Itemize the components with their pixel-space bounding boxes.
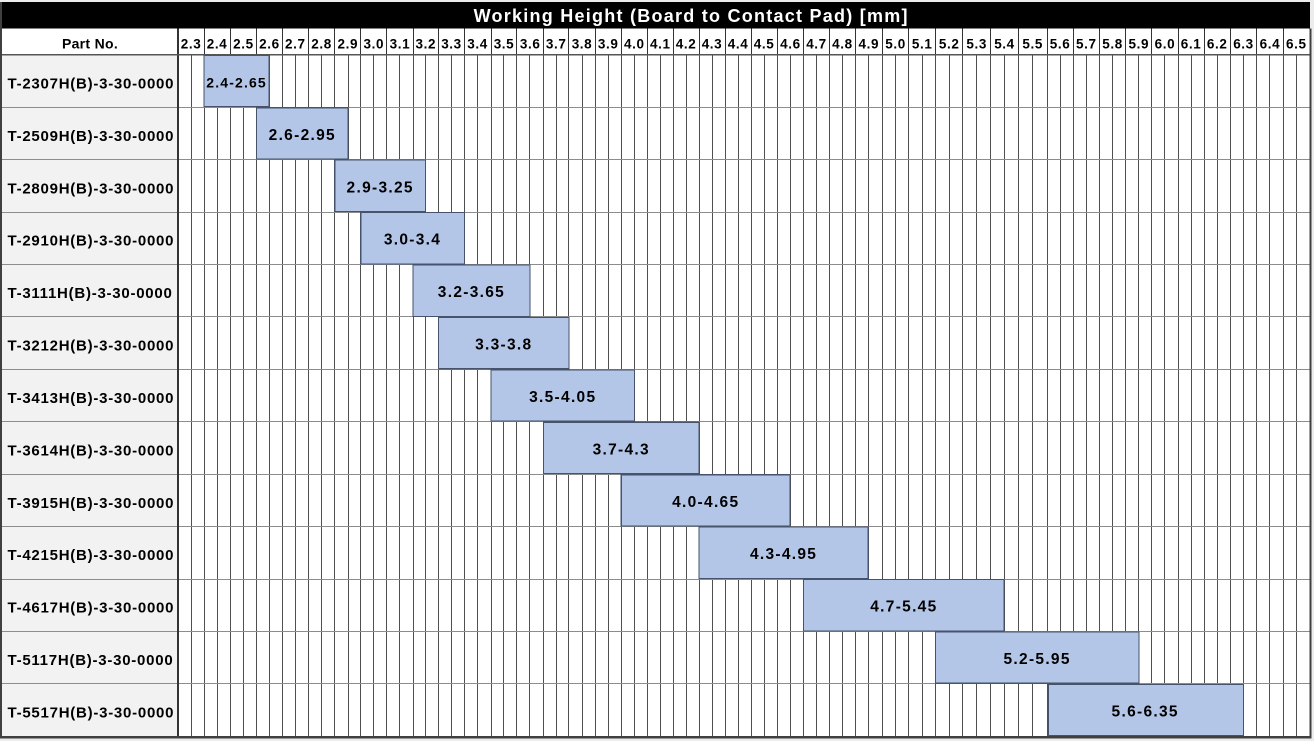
svg-text:2.3: 2.3: [181, 37, 202, 52]
svg-text:5.4: 5.4: [994, 37, 1015, 52]
svg-text:6.4: 6.4: [1260, 37, 1281, 52]
svg-text:2.4-2.65: 2.4-2.65: [206, 74, 267, 90]
svg-text:3.6: 3.6: [520, 37, 541, 52]
svg-text:6.1: 6.1: [1181, 37, 1202, 52]
svg-text:4.8: 4.8: [832, 37, 853, 52]
svg-text:2.8: 2.8: [311, 37, 332, 52]
svg-text:4.7: 4.7: [806, 37, 827, 52]
svg-text:6.0: 6.0: [1155, 37, 1176, 52]
svg-text:4.6: 4.6: [780, 37, 801, 52]
svg-text:4.2: 4.2: [676, 37, 697, 52]
svg-text:3.2: 3.2: [416, 37, 437, 52]
svg-text:4.7-5.45: 4.7-5.45: [870, 599, 937, 616]
svg-text:T-3413H(B)-3-30-0000: T-3413H(B)-3-30-0000: [8, 390, 175, 407]
svg-text:3.9: 3.9: [598, 37, 619, 52]
svg-text:4.0-4.65: 4.0-4.65: [672, 494, 739, 511]
svg-text:3.5-4.05: 3.5-4.05: [529, 389, 596, 406]
svg-text:2.4: 2.4: [207, 37, 228, 52]
svg-text:T-5117H(B)-3-30-0000: T-5117H(B)-3-30-0000: [8, 652, 174, 669]
svg-text:2.6: 2.6: [259, 37, 280, 52]
svg-text:5.2-5.95: 5.2-5.95: [1004, 651, 1071, 668]
svg-text:3.4: 3.4: [467, 37, 488, 52]
svg-text:3.7-4.3: 3.7-4.3: [593, 441, 650, 458]
svg-text:Working Height (Board to Conta: Working Height (Board to Contact Pad) [m…: [474, 6, 909, 26]
svg-text:2.5: 2.5: [233, 37, 254, 52]
svg-text:T-2809H(B)-3-30-0000: T-2809H(B)-3-30-0000: [8, 180, 175, 197]
svg-text:T-2910H(B)-3-30-0000: T-2910H(B)-3-30-0000: [8, 233, 175, 250]
svg-text:5.3: 5.3: [966, 37, 987, 52]
svg-text:5.2: 5.2: [939, 37, 960, 52]
svg-text:5.6-6.35: 5.6-6.35: [1112, 703, 1179, 720]
svg-text:T-2307H(B)-3-30-0000: T-2307H(B)-3-30-0000: [8, 75, 175, 92]
svg-text:5.7: 5.7: [1076, 37, 1097, 52]
svg-text:4.3: 4.3: [702, 37, 723, 52]
svg-text:4.9: 4.9: [859, 37, 880, 52]
svg-text:4.1: 4.1: [650, 37, 671, 52]
svg-text:5.8: 5.8: [1102, 37, 1123, 52]
svg-text:3.5: 3.5: [494, 37, 515, 52]
svg-text:3.3: 3.3: [441, 37, 462, 52]
svg-text:4.4: 4.4: [728, 37, 749, 52]
svg-text:5.9: 5.9: [1129, 37, 1150, 52]
svg-text:3.1: 3.1: [390, 37, 411, 52]
svg-text:4.3-4.95: 4.3-4.95: [750, 546, 817, 563]
svg-text:2.9-3.25: 2.9-3.25: [347, 179, 414, 196]
svg-text:3.7: 3.7: [546, 37, 567, 52]
svg-text:2.7: 2.7: [285, 37, 306, 52]
svg-text:6.3: 6.3: [1233, 37, 1254, 52]
svg-text:T-3915H(B)-3-30-0000: T-3915H(B)-3-30-0000: [8, 495, 175, 512]
svg-text:5.1: 5.1: [912, 37, 933, 52]
svg-text:T-4617H(B)-3-30-0000: T-4617H(B)-3-30-0000: [8, 600, 175, 617]
svg-text:6.2: 6.2: [1207, 37, 1228, 52]
svg-text:5.0: 5.0: [885, 37, 906, 52]
svg-text:5.6: 5.6: [1050, 37, 1071, 52]
svg-text:T-3111H(B)-3-30-0000: T-3111H(B)-3-30-0000: [8, 285, 173, 302]
svg-text:3.2-3.65: 3.2-3.65: [438, 284, 505, 301]
svg-text:T-2509H(B)-3-30-0000: T-2509H(B)-3-30-0000: [8, 128, 175, 145]
svg-text:T-3212H(B)-3-30-0000: T-3212H(B)-3-30-0000: [8, 338, 175, 355]
svg-text:3.0-3.4: 3.0-3.4: [384, 232, 441, 249]
svg-text:3.8: 3.8: [572, 37, 593, 52]
svg-text:4.0: 4.0: [624, 37, 645, 52]
svg-text:6.5: 6.5: [1286, 37, 1307, 52]
svg-text:T-5517H(B)-3-30-0000: T-5517H(B)-3-30-0000: [8, 704, 175, 721]
svg-text:Part No.: Part No.: [62, 36, 118, 52]
svg-text:T-4215H(B)-3-30-0000: T-4215H(B)-3-30-0000: [8, 547, 175, 564]
svg-text:4.5: 4.5: [754, 37, 775, 52]
svg-text:2.9: 2.9: [338, 37, 359, 52]
svg-text:3.0: 3.0: [364, 37, 385, 52]
svg-text:2.6-2.95: 2.6-2.95: [269, 127, 336, 144]
svg-text:3.3-3.8: 3.3-3.8: [475, 337, 532, 354]
svg-text:T-3614H(B)-3-30-0000: T-3614H(B)-3-30-0000: [8, 442, 175, 459]
svg-text:5.5: 5.5: [1022, 37, 1043, 52]
